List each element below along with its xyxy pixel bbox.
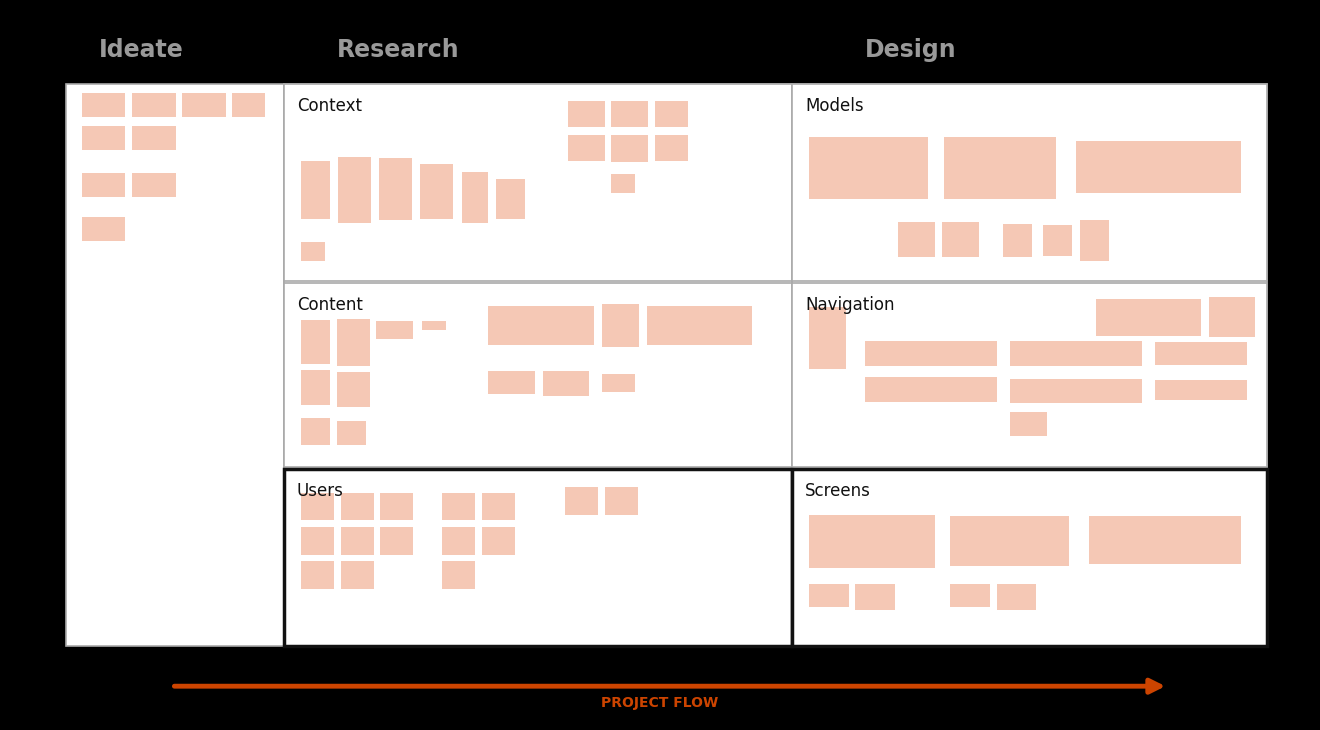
Bar bbox=[944, 137, 1056, 199]
Bar bbox=[792, 469, 1267, 646]
Text: Navigation: Navigation bbox=[805, 296, 895, 314]
Bar bbox=[82, 217, 125, 241]
Bar bbox=[66, 84, 284, 646]
Bar bbox=[1010, 412, 1047, 436]
Bar bbox=[655, 101, 688, 127]
Bar bbox=[462, 172, 488, 223]
Bar bbox=[284, 84, 792, 646]
Bar bbox=[338, 157, 371, 223]
Bar bbox=[488, 371, 535, 394]
Bar bbox=[950, 516, 1069, 566]
Bar bbox=[301, 493, 334, 520]
Bar bbox=[82, 93, 125, 117]
Bar bbox=[182, 93, 226, 117]
Bar bbox=[611, 174, 635, 193]
Bar bbox=[565, 487, 598, 515]
Bar bbox=[132, 126, 176, 150]
Bar bbox=[1010, 341, 1142, 366]
Bar bbox=[1096, 299, 1201, 336]
Bar bbox=[611, 135, 648, 162]
Bar bbox=[809, 584, 849, 607]
Bar bbox=[380, 493, 413, 520]
Bar bbox=[232, 93, 265, 117]
Bar bbox=[442, 493, 475, 520]
Bar bbox=[997, 584, 1036, 610]
Bar bbox=[341, 527, 374, 555]
Bar bbox=[82, 126, 125, 150]
Bar bbox=[337, 421, 366, 445]
Bar bbox=[301, 561, 334, 589]
Bar bbox=[284, 283, 792, 467]
Bar bbox=[341, 493, 374, 520]
Text: Ideate: Ideate bbox=[99, 38, 183, 62]
Bar bbox=[809, 137, 928, 199]
Bar bbox=[301, 527, 334, 555]
Bar bbox=[1089, 516, 1241, 564]
Bar bbox=[442, 527, 475, 555]
Bar bbox=[568, 101, 605, 127]
Bar bbox=[1080, 220, 1109, 261]
Text: Screens: Screens bbox=[805, 482, 871, 500]
Bar bbox=[942, 222, 979, 257]
Bar bbox=[1155, 342, 1247, 365]
Bar bbox=[422, 321, 446, 330]
Text: Models: Models bbox=[805, 97, 863, 115]
Bar bbox=[337, 372, 370, 407]
Bar bbox=[1076, 141, 1241, 193]
Text: Content: Content bbox=[297, 296, 363, 314]
Text: Users: Users bbox=[297, 482, 345, 500]
Bar bbox=[568, 135, 605, 161]
Bar bbox=[809, 515, 935, 568]
Bar bbox=[865, 377, 997, 402]
Bar bbox=[1003, 224, 1032, 257]
Bar bbox=[420, 164, 453, 219]
Text: Research: Research bbox=[337, 38, 459, 62]
Bar bbox=[284, 469, 792, 646]
Bar bbox=[482, 527, 515, 555]
Bar bbox=[132, 173, 176, 197]
Bar bbox=[488, 306, 594, 345]
Text: Design: Design bbox=[865, 38, 956, 62]
Bar bbox=[301, 418, 330, 445]
Bar bbox=[301, 320, 330, 364]
Bar bbox=[647, 306, 752, 345]
Bar bbox=[1209, 297, 1255, 337]
Bar bbox=[855, 584, 895, 610]
Bar bbox=[301, 370, 330, 405]
Bar bbox=[301, 161, 330, 219]
Bar bbox=[379, 158, 412, 220]
Bar bbox=[442, 561, 475, 589]
Text: Context: Context bbox=[297, 97, 362, 115]
Bar bbox=[341, 561, 374, 589]
Bar bbox=[792, 84, 1267, 646]
Bar bbox=[898, 222, 935, 257]
Bar bbox=[1010, 379, 1142, 403]
Bar bbox=[655, 135, 688, 161]
Bar bbox=[1043, 225, 1072, 256]
Text: PROJECT FLOW: PROJECT FLOW bbox=[602, 696, 718, 710]
Bar bbox=[284, 84, 792, 281]
Bar bbox=[543, 371, 589, 396]
Bar bbox=[1155, 380, 1247, 400]
Bar bbox=[337, 319, 370, 366]
Bar bbox=[611, 101, 648, 127]
Bar bbox=[792, 84, 1267, 281]
Bar bbox=[602, 374, 635, 392]
Bar bbox=[82, 173, 125, 197]
Bar bbox=[132, 93, 176, 117]
Bar bbox=[605, 487, 638, 515]
Bar bbox=[301, 242, 325, 261]
Bar bbox=[376, 321, 413, 339]
Bar bbox=[482, 493, 515, 520]
Bar bbox=[792, 283, 1267, 467]
Bar bbox=[602, 304, 639, 347]
Bar bbox=[865, 341, 997, 366]
Bar bbox=[496, 179, 525, 219]
Bar bbox=[809, 307, 846, 369]
Bar bbox=[950, 584, 990, 607]
Bar bbox=[380, 527, 413, 555]
